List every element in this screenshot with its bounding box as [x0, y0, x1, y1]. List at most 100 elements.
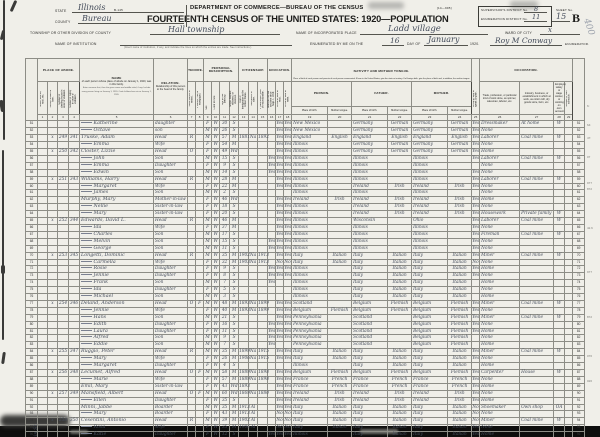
census-cell — [37, 355, 48, 364]
census-cell — [447, 168, 473, 177]
census-cell: German — [447, 148, 473, 156]
census-cell: Germany — [411, 120, 449, 129]
sheet-value: 15 — [556, 12, 567, 21]
census-cell — [553, 168, 566, 177]
census-cell: Home — [479, 362, 521, 371]
census-cell: M — [203, 279, 213, 288]
census-cell — [37, 293, 48, 301]
census-cell — [519, 258, 555, 267]
census-cell: O — [187, 389, 197, 398]
census-cell — [248, 168, 259, 177]
census-cell: Germany — [411, 127, 449, 136]
place-value: Ladd village — [388, 24, 441, 34]
census-cell — [57, 375, 69, 384]
census-cell — [553, 286, 566, 295]
census-cell: x — [47, 389, 58, 398]
census-cell: Illinois — [351, 154, 389, 163]
census-cell: Coal mine — [519, 417, 555, 426]
census-cell — [238, 327, 250, 336]
census-cell — [327, 299, 353, 308]
census-cell: Coal mine — [519, 154, 555, 163]
census-cell — [187, 272, 197, 281]
census-cell — [47, 431, 58, 437]
line-number: 71 — [25, 258, 38, 267]
census-cell: Italy — [351, 424, 389, 433]
census-cell: Son — [153, 279, 189, 288]
line-number: 92 — [25, 403, 38, 412]
census-cell: F — [203, 431, 213, 437]
census-cell — [248, 175, 259, 184]
census-cell — [267, 141, 277, 150]
census-cell: Yes — [283, 237, 293, 246]
census-cell: Italian — [447, 362, 473, 371]
census-cell: Italy — [351, 362, 389, 371]
census-cell: Son — [153, 189, 189, 198]
line-number: 85 — [572, 355, 586, 364]
census-cell: Yes — [267, 237, 277, 246]
census-cell — [564, 362, 574, 371]
census-cell: Mary — [79, 210, 155, 219]
census-cell — [267, 127, 277, 136]
census-cell: 18 — [219, 203, 231, 212]
census-cell — [327, 148, 353, 156]
census-cell — [47, 120, 58, 129]
census-cell — [248, 362, 259, 371]
census-cell: Yes — [283, 369, 293, 377]
census-cell: Illinois — [351, 168, 389, 177]
census-cell — [248, 196, 259, 205]
census-cell — [327, 313, 353, 322]
census-cell — [67, 203, 81, 212]
census-cell — [564, 299, 574, 308]
census-cell — [195, 286, 205, 295]
census-cell: Yes — [275, 375, 285, 384]
census-cell: Melvin — [79, 237, 155, 246]
census-cell: Yes — [283, 299, 293, 308]
census-cell: 1915 — [257, 355, 270, 364]
census-cell: W — [211, 279, 221, 288]
census-cell — [187, 410, 197, 419]
line-number: 89 — [25, 382, 38, 391]
census-cell: 11 — [219, 244, 231, 253]
census-cell — [238, 279, 250, 288]
census-cell — [257, 327, 269, 336]
census-cell — [57, 223, 69, 232]
census-cell: Mansfield, Albert — [79, 389, 155, 398]
census-cell — [519, 196, 555, 205]
census-cell — [67, 362, 81, 371]
census-cell — [67, 127, 81, 136]
census-cell: F — [203, 382, 213, 391]
census-cell — [37, 362, 48, 371]
pencil-margin-note: 076 — [587, 353, 593, 358]
census-cell: 15 — [219, 154, 231, 163]
census-cell: OA — [553, 403, 566, 412]
census-cell: W — [211, 382, 221, 391]
census-cell — [238, 189, 250, 198]
census-cell — [195, 306, 205, 315]
census-cell — [67, 403, 81, 412]
census-cell: None — [479, 203, 521, 212]
census-cell — [248, 272, 259, 281]
line-number: 66 — [25, 223, 38, 232]
census-cell: W — [211, 230, 221, 239]
census-cell — [267, 286, 277, 295]
census-cell: 257 — [57, 389, 69, 398]
census-cell: 344 — [67, 217, 81, 225]
census-cell — [238, 362, 250, 371]
census-cell: Boarder — [153, 403, 189, 412]
line-number: 84 — [25, 348, 38, 357]
census-cell — [248, 313, 259, 322]
census-cell: W — [211, 258, 221, 267]
census-cell — [327, 230, 353, 239]
col-farm-schedule: Number of farm schedule. — [564, 81, 574, 116]
census-cell — [553, 196, 566, 205]
sheet-underline — [552, 21, 570, 22]
township-value: Hall township — [168, 25, 225, 34]
census-cell: Italy — [291, 417, 329, 426]
census-cell: Irish — [387, 182, 413, 191]
census-cell: 1913 — [238, 410, 251, 419]
census-cell — [57, 293, 69, 301]
census-cell — [519, 223, 555, 232]
census-cell: Yes — [283, 313, 293, 322]
census-cell: Yes — [283, 403, 293, 412]
census-cell — [519, 265, 555, 274]
